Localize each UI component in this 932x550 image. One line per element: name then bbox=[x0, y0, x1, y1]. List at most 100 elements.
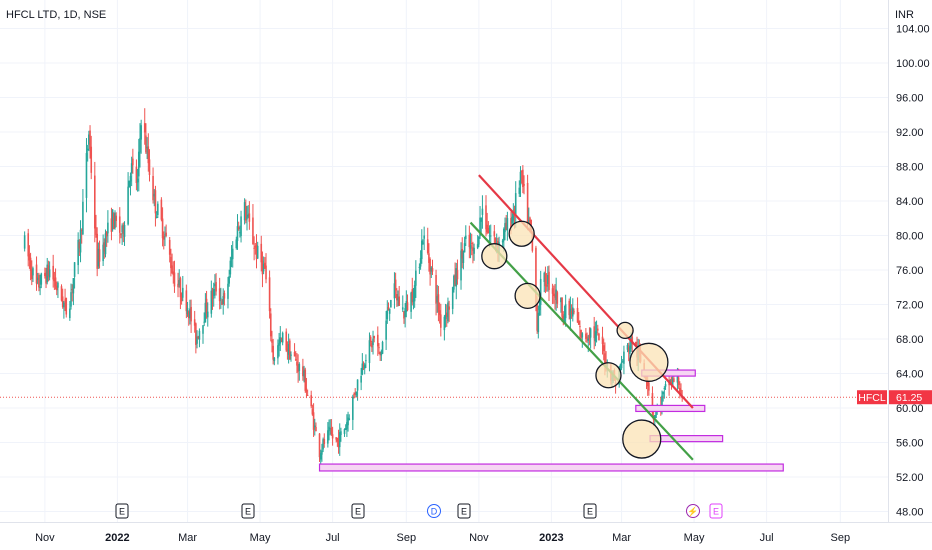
candle-body bbox=[248, 213, 251, 222]
candle-body bbox=[489, 235, 492, 237]
price-tick-label: 84.00 bbox=[896, 196, 924, 208]
candle-body bbox=[246, 216, 248, 220]
candle-body bbox=[621, 361, 624, 363]
price-axis[interactable]: 104.00 100.00 96.00 92.00 88.00 84.00 80.00 76.… bbox=[896, 24, 930, 519]
price-tick-label: 60.00 bbox=[896, 403, 924, 415]
candle-body bbox=[577, 320, 580, 325]
event-marker-split[interactable]: ⚡ bbox=[686, 504, 700, 518]
candle-body bbox=[165, 232, 167, 236]
event-marker-earnings[interactable]: E bbox=[351, 503, 365, 519]
candle-body bbox=[390, 299, 392, 308]
highlight-circle[interactable] bbox=[508, 220, 535, 247]
candle-body bbox=[518, 187, 521, 194]
time-tick-label: Sep bbox=[831, 532, 851, 544]
candle-body bbox=[371, 342, 373, 348]
highlight-circle[interactable] bbox=[622, 419, 662, 459]
event-marker-earnings[interactable]: E bbox=[457, 503, 471, 519]
candle-body bbox=[137, 151, 140, 177]
event-marker-dividend[interactable]: D bbox=[427, 504, 441, 518]
candle-body bbox=[347, 417, 349, 426]
candle-body bbox=[265, 265, 267, 280]
candle-body bbox=[211, 291, 214, 299]
candle-body bbox=[98, 249, 101, 262]
candle-body bbox=[585, 333, 587, 339]
earnings-icon bbox=[115, 503, 129, 519]
candle-body bbox=[445, 312, 448, 318]
candle-body bbox=[111, 209, 114, 230]
candle-body bbox=[160, 199, 163, 220]
event-marker-earnings[interactable]: E bbox=[115, 503, 129, 519]
candle-body bbox=[243, 202, 246, 221]
candle-body bbox=[485, 205, 487, 230]
time-tick-label: 2023 bbox=[539, 532, 563, 544]
time-axis[interactable]: Nov 2022 Mar May Jul Sep Nov 2023 Mar May Jul Sep bbox=[35, 532, 850, 544]
candle-body bbox=[64, 299, 66, 301]
candle-body bbox=[193, 319, 196, 326]
candle-body bbox=[171, 265, 173, 274]
candle-body bbox=[54, 277, 57, 287]
highlight-circle[interactable] bbox=[629, 342, 669, 382]
earnings-icon bbox=[457, 503, 471, 519]
candle-body bbox=[197, 336, 200, 339]
candle-body bbox=[360, 375, 362, 383]
candle-body bbox=[627, 347, 630, 352]
price-tick-label: 64.00 bbox=[896, 369, 924, 381]
candle-body bbox=[365, 360, 367, 362]
candle-body bbox=[40, 273, 43, 285]
candle-body bbox=[662, 391, 664, 395]
candle-body bbox=[89, 130, 91, 150]
event-marker-earnings[interactable]: E bbox=[583, 503, 597, 519]
support-zone-rect[interactable] bbox=[635, 404, 706, 413]
time-tick-label: Sep bbox=[397, 532, 417, 544]
event-label: ⚡ bbox=[687, 506, 698, 518]
highlight-circle[interactable] bbox=[616, 321, 634, 340]
candle-body bbox=[205, 298, 208, 314]
highlight-circle[interactable] bbox=[514, 282, 541, 310]
candle-body bbox=[545, 284, 548, 287]
candle-body bbox=[27, 233, 30, 257]
price-tag-value: 61.25 bbox=[896, 392, 922, 404]
candle-body bbox=[255, 245, 258, 260]
candle-body bbox=[315, 426, 317, 432]
candle-body bbox=[564, 304, 567, 319]
event-marker-earnings-upcoming[interactable]: E bbox=[709, 503, 723, 519]
price-tick-label: 96.00 bbox=[896, 93, 924, 105]
time-tick-label: 2022 bbox=[105, 532, 129, 544]
candle-body bbox=[529, 217, 531, 223]
candle-body bbox=[329, 428, 332, 430]
candle-body bbox=[503, 228, 505, 241]
candle-body bbox=[236, 226, 239, 242]
candle-body bbox=[221, 301, 223, 305]
support-trendline[interactable] bbox=[469, 221, 694, 461]
candle-body bbox=[280, 338, 283, 340]
candle-body bbox=[46, 264, 49, 283]
price-tick-label: 72.00 bbox=[896, 300, 924, 312]
price-tick-label: 52.00 bbox=[896, 472, 924, 484]
candle-body bbox=[32, 268, 34, 276]
candle-body bbox=[418, 266, 421, 268]
candle-body bbox=[522, 169, 524, 188]
candle-body bbox=[378, 347, 380, 349]
price-tick-label: 104.00 bbox=[896, 24, 930, 36]
event-markers: E E E D E E ⚡ E bbox=[115, 503, 723, 519]
candle-body bbox=[381, 341, 384, 354]
candle-body bbox=[601, 336, 604, 344]
event-marker-earnings[interactable]: E bbox=[241, 503, 255, 519]
candle-body bbox=[272, 345, 274, 360]
highlight-circle[interactable] bbox=[595, 362, 622, 389]
candle-body bbox=[562, 315, 565, 321]
support-zone-rect[interactable] bbox=[318, 463, 784, 472]
candle-body bbox=[139, 138, 141, 153]
candle-body bbox=[415, 270, 417, 286]
candle-body bbox=[479, 217, 481, 237]
highlight-circle[interactable] bbox=[481, 243, 508, 270]
candle-body bbox=[264, 262, 266, 269]
price-tag-symbol-bg bbox=[857, 390, 887, 405]
candle-body bbox=[337, 438, 340, 448]
candle-body bbox=[318, 433, 321, 458]
candle-body bbox=[547, 274, 549, 285]
candle-body bbox=[113, 213, 115, 229]
event-label: E bbox=[245, 507, 251, 517]
candle-body bbox=[302, 366, 304, 377]
